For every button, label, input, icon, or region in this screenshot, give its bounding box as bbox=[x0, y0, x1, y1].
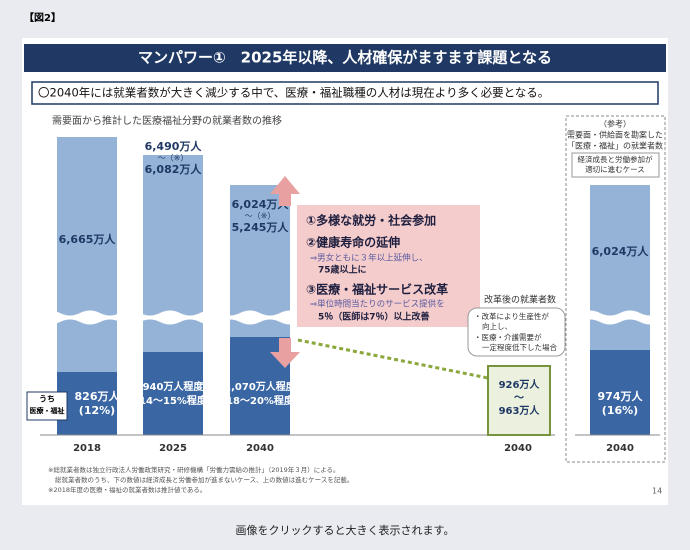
reform-note: ⇒単位時間当たりのサービス提供を bbox=[310, 299, 445, 310]
reform-note: 75歳以上に bbox=[318, 264, 367, 276]
share-label: (18～20%程度) bbox=[222, 394, 299, 407]
title: マンパワー① 2025年以降、人材確保がますます課題となる bbox=[138, 49, 552, 67]
reform-result-label: 改革後の就業者数 bbox=[484, 294, 556, 306]
reform-result-note: 一定程度低下した場合 bbox=[482, 342, 557, 352]
reform-note-box bbox=[467, 307, 566, 357]
sub-label: 1,070万人程度 bbox=[224, 380, 297, 393]
arrow-up bbox=[270, 176, 300, 206]
reference-line: 需要面・供給面を勘案した bbox=[567, 130, 663, 140]
reform-link bbox=[297, 338, 489, 380]
footnote: 総就業者数のうち、下の数値は経済成長と労働参加が進まないケース、上の数値は進むケ… bbox=[55, 475, 353, 484]
chart-heading: 需要面から推計した医療福祉分野の就業者数の推移 bbox=[52, 114, 282, 127]
reform-title: ①多様な就労・社会参加 bbox=[306, 213, 436, 228]
reference-box bbox=[565, 115, 666, 463]
bar-total bbox=[590, 185, 650, 350]
total-label: 6,082万人 bbox=[145, 162, 203, 176]
reference-case: 経済成長と労働参加が bbox=[578, 154, 653, 164]
title-bar bbox=[24, 44, 666, 72]
bar-total bbox=[230, 185, 290, 337]
sub-legend-box bbox=[26, 391, 68, 421]
sub-label: 826万人 bbox=[75, 389, 121, 403]
reform-title: ③医療・福祉サービス改革 bbox=[306, 282, 448, 297]
subtitle-box bbox=[31, 81, 659, 105]
reference-title: （参考） bbox=[599, 119, 631, 129]
sub-label: 974万人 bbox=[598, 389, 644, 403]
bar-total bbox=[57, 137, 117, 372]
reform-note: ⇒男女ともに３年以上延伸し、 bbox=[310, 253, 428, 264]
subtitle: 〇2040年には就業者数が大きく減少する中で、医療・福祉職種の人材は現在より多く… bbox=[38, 86, 549, 100]
reference-line: 「医療・福祉」の就業者数 bbox=[567, 141, 663, 151]
page-number: 14 bbox=[652, 487, 662, 496]
reform-note: 5％（医師は7％）以上改善 bbox=[318, 311, 430, 323]
reform-result-value: 926万人 bbox=[499, 378, 541, 391]
year-label: 2018 bbox=[73, 443, 101, 454]
axis-break bbox=[40, 310, 300, 325]
caption: 画像をクリックすると大きく表示されます。 bbox=[236, 523, 455, 537]
share-label: (14～15%程度) bbox=[135, 394, 212, 407]
reference-case: 適切に進むケース bbox=[585, 164, 645, 174]
reform-box bbox=[297, 205, 480, 327]
sub-legend: うち bbox=[39, 395, 55, 404]
reform-result-note: 向上し、 bbox=[482, 321, 512, 331]
bar-sub bbox=[143, 352, 203, 435]
year-label: 2040 bbox=[504, 443, 532, 454]
bar-sub bbox=[590, 350, 650, 435]
total-top-label: 6,024万人 bbox=[232, 197, 290, 211]
reform-result-tilde: ～ bbox=[514, 393, 524, 404]
total-label: 6,665万人 bbox=[59, 232, 117, 246]
reform-title: ②健康寿命の延伸 bbox=[306, 235, 400, 250]
reform-result-box bbox=[487, 365, 551, 436]
arrow-down bbox=[270, 338, 300, 368]
share-label: (16%) bbox=[602, 404, 638, 417]
total-label: 5,245万人 bbox=[232, 220, 290, 234]
year-label: 2025 bbox=[159, 443, 187, 454]
range-mark: ～（※） bbox=[158, 154, 189, 163]
range-mark: ～（※） bbox=[245, 212, 276, 221]
total-top-label: 6,490万人 bbox=[145, 139, 203, 153]
reform-result-note: ・改革により生産性が bbox=[474, 311, 549, 321]
axis-break bbox=[580, 310, 660, 325]
reference-case-box bbox=[571, 152, 660, 178]
year-label: 2040 bbox=[246, 443, 274, 454]
year-label: 2040 bbox=[606, 443, 634, 454]
sub-label: 940万人程度 bbox=[143, 380, 205, 393]
share-label: (12%) bbox=[79, 404, 115, 417]
total-label: 6,024万人 bbox=[592, 244, 650, 258]
figure-label: 【図2】 bbox=[24, 11, 61, 24]
reform-result-note: ・医療・介護需要が bbox=[474, 332, 542, 342]
sub-legend: 医療・福祉 bbox=[30, 406, 65, 415]
footnote: ※総就業者数は独立行政法人労働政策研究・研修機構「労働力需給の推計」（2019年… bbox=[48, 465, 340, 474]
footnote: ※2018年度の医療・福祉の就業者数は推計値である。 bbox=[48, 485, 206, 494]
reform-result-value: 963万人 bbox=[499, 404, 541, 417]
